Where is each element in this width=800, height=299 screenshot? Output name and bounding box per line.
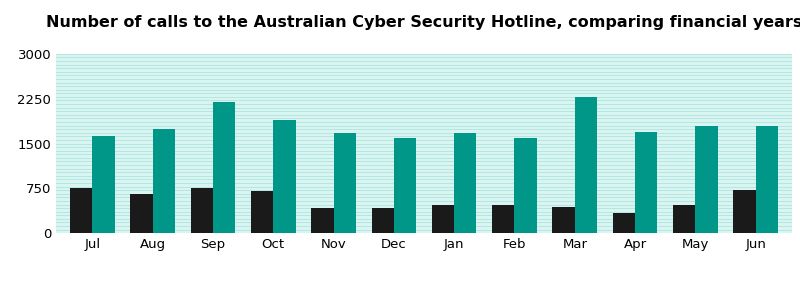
Bar — [251, 191, 273, 233]
Bar — [454, 133, 477, 233]
Text: Number of calls to the Australian Cyber Security Hotline, comparing financial ye: Number of calls to the Australian Cyber … — [46, 16, 800, 30]
Bar — [635, 132, 658, 233]
Bar — [514, 138, 537, 233]
Legend: Calls in FY 19-20, Calls in FY 20-21: Calls in FY 19-20, Calls in FY 20-21 — [268, 295, 580, 299]
Bar — [190, 188, 213, 233]
Bar — [756, 126, 778, 233]
Bar — [394, 138, 416, 233]
Bar — [695, 126, 718, 233]
Bar — [92, 136, 114, 233]
Bar — [492, 205, 514, 233]
Bar — [553, 207, 575, 233]
Bar — [153, 129, 175, 233]
Bar — [213, 102, 235, 233]
Bar — [432, 205, 454, 233]
Bar — [311, 208, 334, 233]
Bar — [273, 120, 295, 233]
Bar — [575, 97, 597, 233]
Bar — [673, 205, 695, 233]
Bar — [334, 133, 356, 233]
Bar — [613, 213, 635, 233]
Bar — [734, 190, 756, 233]
Bar — [371, 208, 394, 233]
Bar — [70, 188, 92, 233]
Bar — [130, 194, 153, 233]
